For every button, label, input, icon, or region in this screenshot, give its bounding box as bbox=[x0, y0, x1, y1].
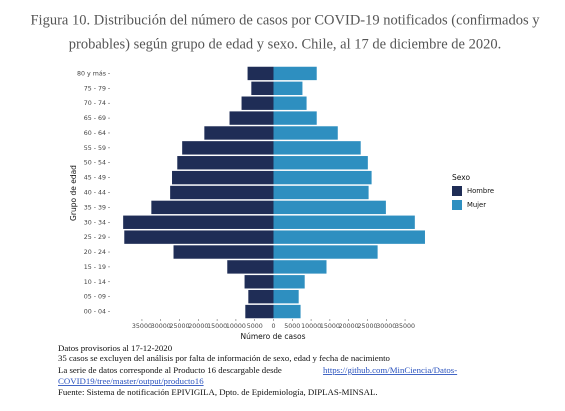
y-tick-label: 35 - 39 bbox=[84, 204, 106, 211]
bar bbox=[182, 141, 274, 155]
bar bbox=[273, 275, 305, 289]
y-tick-label: 70 - 74 bbox=[84, 100, 106, 107]
bar bbox=[247, 66, 274, 81]
bar bbox=[227, 260, 274, 274]
bar bbox=[273, 289, 299, 304]
note: Datos provisorios al 17-12-2020 bbox=[58, 343, 173, 353]
bar bbox=[273, 260, 327, 274]
note: Fuente: Sistema de notificación EPIVIGIL… bbox=[58, 387, 378, 397]
y-tick-label: 75 - 79 bbox=[84, 85, 106, 92]
x-tick-label: 25000 bbox=[357, 323, 377, 330]
bar bbox=[273, 156, 368, 170]
bar bbox=[172, 170, 274, 185]
bar bbox=[273, 111, 317, 125]
x-tick-label: 30000 bbox=[376, 323, 396, 330]
bar bbox=[177, 156, 274, 170]
y-tick-label: 80 y más bbox=[77, 69, 106, 77]
x-tick-label: 30000 bbox=[151, 323, 171, 330]
bar bbox=[245, 304, 274, 319]
x-tick-label: 35000 bbox=[395, 323, 415, 330]
link[interactable]: COVID19/tree/master/output/producto16 bbox=[58, 376, 204, 386]
y-tick-label: 25 - 29 bbox=[84, 234, 106, 241]
bar bbox=[273, 126, 338, 140]
x-tick-label: 5000 bbox=[247, 323, 263, 330]
x-tick-label: 15000 bbox=[207, 323, 227, 330]
bar bbox=[273, 230, 425, 244]
bar bbox=[273, 170, 372, 185]
legend-label: Mujer bbox=[467, 201, 486, 209]
bar bbox=[273, 245, 378, 259]
y-tick-label: 05 - 09 bbox=[84, 294, 106, 301]
link[interactable]: https://github.com/MinCiencia/Datos- bbox=[323, 365, 457, 375]
bar bbox=[241, 96, 274, 110]
x-tick-label: 5000 bbox=[284, 323, 300, 330]
bar bbox=[124, 230, 274, 244]
bar bbox=[273, 96, 307, 110]
y-tick-label: 00 - 04 bbox=[84, 309, 106, 316]
bar bbox=[170, 185, 274, 200]
y-tick-label: 65 - 69 bbox=[84, 115, 106, 122]
x-tick-label: 20000 bbox=[188, 323, 208, 330]
x-tick-label: 10000 bbox=[301, 323, 321, 330]
x-tick-label: 15000 bbox=[320, 323, 340, 330]
bar bbox=[273, 66, 317, 81]
x-axis-title: Número de casos bbox=[240, 332, 305, 341]
y-tick-label: 30 - 34 bbox=[84, 219, 106, 226]
bar bbox=[248, 289, 274, 304]
title-line: Figura 10. Distribución del número de ca… bbox=[30, 12, 540, 28]
bar bbox=[273, 215, 415, 229]
y-tick-label: 20 - 24 bbox=[84, 249, 106, 256]
y-tick-label: 50 - 54 bbox=[84, 160, 106, 167]
note: 35 casos se excluyen del análisis por fa… bbox=[58, 353, 391, 363]
y-tick-label: 10 - 14 bbox=[84, 279, 106, 286]
legend-swatch bbox=[452, 186, 462, 196]
y-tick-label: 60 - 64 bbox=[84, 130, 106, 137]
legend-label: Hombre bbox=[467, 187, 494, 195]
bar bbox=[273, 304, 301, 319]
x-tick-label: 0 bbox=[271, 323, 275, 330]
y-tick-label: 15 - 19 bbox=[84, 264, 106, 271]
x-tick-label: 10000 bbox=[226, 323, 246, 330]
bar bbox=[273, 200, 386, 215]
note: La serie de datos corresponde al Product… bbox=[58, 365, 282, 375]
legend-title: Sexo bbox=[452, 173, 470, 182]
title-line: probables) según grupo de edad y sexo. C… bbox=[69, 36, 501, 52]
bar bbox=[251, 81, 274, 96]
y-tick-label: 55 - 59 bbox=[84, 145, 106, 152]
y-tick-label: 40 - 44 bbox=[84, 190, 106, 197]
bar bbox=[229, 111, 274, 125]
bar bbox=[204, 126, 274, 140]
y-tick-label: 45 - 49 bbox=[84, 175, 106, 182]
y-axis-title: Grupo de edad bbox=[69, 165, 78, 221]
bar bbox=[151, 200, 274, 215]
x-tick-label: 25000 bbox=[170, 323, 190, 330]
bar bbox=[173, 245, 274, 259]
bar bbox=[273, 185, 369, 200]
bar bbox=[123, 215, 274, 229]
legend-swatch bbox=[452, 200, 462, 210]
bar bbox=[273, 81, 303, 96]
bar bbox=[273, 141, 361, 155]
x-tick-label: 35000 bbox=[132, 323, 152, 330]
bar bbox=[244, 275, 274, 289]
x-tick-label: 20000 bbox=[339, 323, 359, 330]
